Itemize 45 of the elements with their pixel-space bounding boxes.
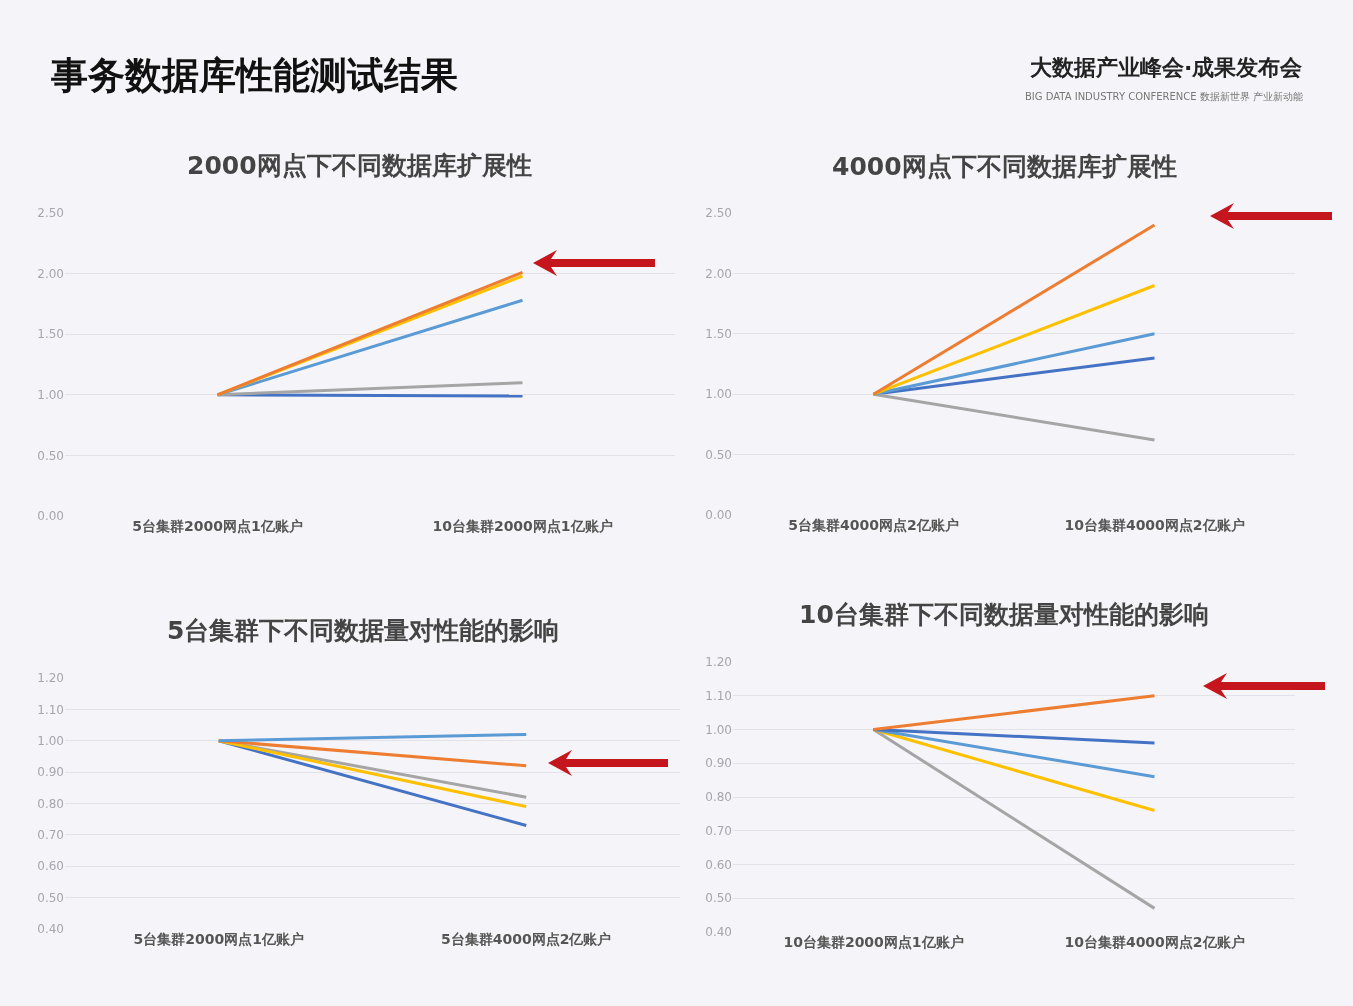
y-tick-label: 0.80 [705, 790, 732, 805]
y-tick-label: 1.00 [705, 387, 732, 402]
y-tick-label: 0.50 [705, 447, 732, 462]
x-tick-label: 5台集群2000网点1亿账户 [132, 518, 303, 534]
y-tick-label: 0.70 [37, 828, 64, 843]
x-tick-label: 10台集群2000网点1亿账户 [432, 518, 613, 534]
y-tick-label: 2.00 [705, 266, 732, 281]
y-tick-label: 1.00 [37, 388, 64, 402]
y-tick-label: 1.00 [37, 733, 64, 748]
x-tick-label: 5台集群4000网点2亿账户 [441, 931, 612, 947]
text: BIG DATA INDUSTRY CONFERENCE 数据新世界 产业新动能 [1025, 91, 1303, 102]
chart-title: 5台集群下不同数据量对性能的影响 [167, 616, 560, 645]
y-tick-label: 1.50 [37, 327, 64, 342]
text: 大数据产业峰会·成果发布会 [1030, 55, 1304, 80]
text: 事务数据库性能测试结果 [50, 54, 458, 97]
y-tick-label: 0.40 [705, 925, 732, 940]
y-tick-label: 2.50 [37, 206, 64, 221]
y-tick-label: 1.20 [37, 671, 64, 686]
y-tick-label: 1.50 [705, 327, 732, 341]
y-tick-label: 0.70 [705, 823, 732, 838]
y-tick-label: 0.50 [705, 891, 732, 906]
y-tick-label: 0.80 [37, 796, 64, 811]
x-tick-label: 5台集群4000网点2亿账户 [788, 517, 959, 533]
x-tick-label: 10台集群4000网点2亿账户 [1064, 934, 1245, 950]
y-tick-label: 1.10 [37, 702, 64, 717]
chart-title: 2000网点下不同数据库扩展性 [187, 151, 532, 180]
y-tick-label: 0.00 [705, 508, 732, 523]
chart-title: 4000网点下不同数据库扩展性 [832, 152, 1177, 181]
x-tick-label: 5台集群2000网点1亿账户 [133, 931, 304, 947]
y-tick-label: 0.50 [37, 890, 64, 905]
y-tick-label: 0.50 [37, 448, 64, 463]
y-tick-label: 2.50 [705, 206, 732, 221]
chart-title: 10台集群下不同数据量对性能的影响 [799, 600, 1209, 629]
y-tick-label: 0.40 [37, 922, 64, 937]
x-tick-label: 10台集群2000网点1亿账户 [783, 934, 964, 950]
y-tick-label: 1.20 [705, 655, 732, 670]
y-tick-label: 0.60 [705, 857, 732, 872]
y-tick-label: 0.60 [37, 859, 64, 874]
y-tick-label: 1.10 [705, 688, 732, 703]
y-tick-label: 1.00 [705, 722, 732, 737]
y-tick-label: 2.00 [37, 266, 64, 281]
x-tick-label: 10台集群4000网点2亿账户 [1064, 517, 1245, 533]
y-tick-label: 0.00 [37, 509, 64, 524]
y-tick-label: 0.90 [37, 765, 64, 780]
y-tick-label: 0.90 [705, 756, 732, 771]
